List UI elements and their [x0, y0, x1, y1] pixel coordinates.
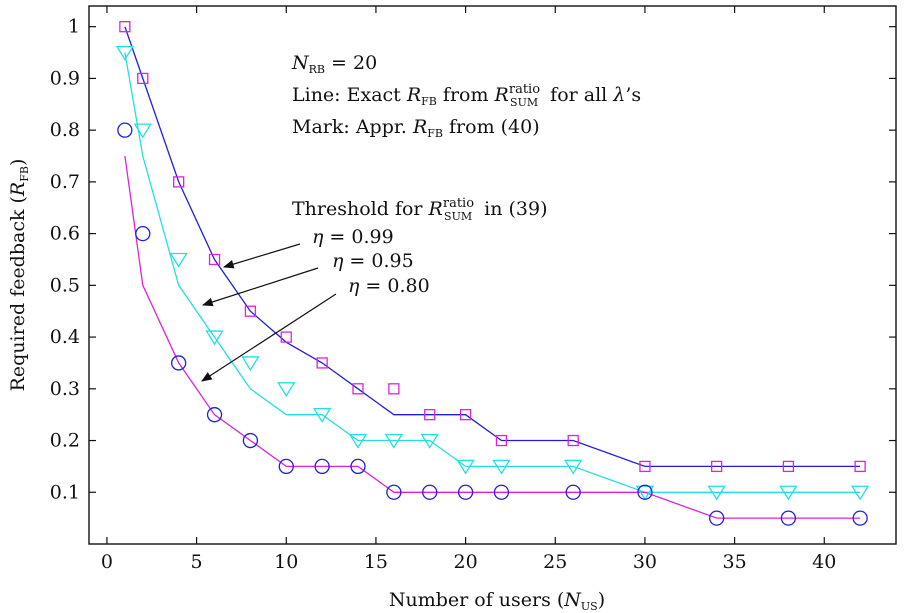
data-point-circle: [117, 122, 133, 138]
arrow-eta-095: [201, 267, 319, 307]
y-tick-label: 0.8: [50, 119, 80, 141]
data-point-square: [388, 383, 400, 395]
data-point-triangle: [635, 485, 655, 501]
y-tick-label: 0.6: [50, 223, 80, 245]
annotation-mark-legend: Mark: Appr. RFB from (40): [292, 116, 540, 140]
data-point-triangle: [707, 485, 726, 501]
data-point-square: [495, 434, 508, 447]
annotation-eta-095: η = 0.95: [332, 250, 414, 272]
data-point-circle: [278, 458, 294, 475]
data-point-triangle: [779, 485, 798, 501]
x-axis-title: Number of users (NUS): [389, 589, 605, 613]
annotation-eta-080: η = 0.80: [348, 275, 430, 297]
data-point-triangle: [241, 356, 260, 372]
data-point-square: [280, 331, 292, 343]
x-tick-label: 15: [364, 551, 388, 573]
data-point-square: [119, 21, 131, 33]
x-axis: 0 5 10 15 20 25 30 35 40: [101, 6, 836, 573]
data-point-triangle: [205, 330, 224, 346]
series-line-1: [124, 26, 861, 468]
y-tick-label: 0.1: [50, 481, 80, 503]
data-point-circle: [350, 458, 366, 475]
y-tick-label: 0.9: [50, 67, 80, 89]
y-axis-title: Required feedback (RFB): [7, 159, 31, 392]
arrow-eta-099: [222, 243, 301, 269]
data-point-triangle: [115, 45, 135, 61]
x-tick-label: 30: [633, 551, 657, 573]
data-point-triangle: [564, 459, 583, 475]
data-point-square: [782, 460, 795, 473]
y-tick-label: 0.5: [50, 274, 80, 296]
data-point-triangle: [456, 459, 475, 475]
y-tick-label: 0.7: [50, 171, 80, 193]
data-point-circle: [780, 510, 797, 526]
data-point-circle: [457, 484, 474, 500]
x-tick-label: 10: [274, 551, 298, 573]
data-point-circle: [242, 432, 259, 449]
annotation-threshold: Threshold for Rratio SUM in (39): [292, 196, 548, 223]
data-point-square: [711, 460, 723, 473]
data-point-triangle: [420, 433, 439, 449]
data-point-triangle: [169, 252, 188, 268]
data-point-circle: [422, 484, 438, 500]
series-lines: [124, 26, 861, 519]
data-point-triangle: [348, 433, 368, 449]
x-tick-label: 25: [543, 551, 567, 573]
plot-frame: [88, 5, 897, 545]
y-axis: 0.1 0.2 0.3 0.4 0.5 0.6 0.7 0.8 0.9 1: [50, 16, 896, 503]
y-tick-label: 0.4: [50, 326, 80, 348]
x-tick-label: 0: [101, 551, 113, 573]
series-line-2: [124, 52, 861, 493]
data-point-circle: [314, 458, 330, 475]
data-point-square: [459, 409, 472, 421]
x-tick-label: 35: [723, 551, 747, 573]
x-tick-label: 20: [454, 551, 478, 573]
series-line-3: [124, 155, 861, 519]
y-tick-label: 0.3: [50, 378, 80, 400]
data-point-triangle: [312, 408, 332, 423]
annotation-eta-099: η = 0.99: [312, 226, 394, 248]
data-point-circle: [852, 510, 868, 526]
data-point-circle: [171, 355, 187, 371]
data-point-circle: [565, 484, 581, 500]
data-point-square: [567, 434, 579, 447]
data-point-circle: [709, 510, 725, 526]
data-point-square: [854, 460, 866, 473]
data-point-triangle: [850, 485, 870, 501]
data-point-square: [424, 409, 436, 421]
data-point-circle: [493, 484, 510, 500]
data-point-triangle: [277, 382, 296, 398]
annotation-nrb: NRB = 20: [291, 52, 377, 76]
y-tick-label: 0.2: [50, 430, 80, 452]
data-point-triangle: [492, 459, 511, 475]
data-point-triangle: [384, 433, 404, 449]
data-point-square: [639, 460, 651, 473]
x-tick-label: 40: [812, 551, 836, 573]
y-tick-label: 1: [68, 16, 80, 38]
data-point-square: [316, 357, 328, 369]
data-point-square: [137, 72, 149, 85]
data-point-circle: [206, 407, 223, 423]
data-point-square: [208, 253, 221, 266]
arrow-eta-080: [201, 293, 337, 382]
data-point-square: [352, 383, 364, 395]
annotation-line-legend: Line: Exact RFB from Rratio SUM for all λ…: [292, 82, 641, 109]
x-tick-label: 5: [191, 551, 203, 573]
data-point-triangle: [133, 123, 152, 139]
data-point-circle: [135, 225, 151, 242]
series-markers: [115, 21, 870, 526]
data-point-circle: [637, 484, 653, 500]
data-point-square: [244, 305, 257, 317]
data-point-square: [173, 176, 185, 188]
data-point-circle: [386, 484, 402, 500]
